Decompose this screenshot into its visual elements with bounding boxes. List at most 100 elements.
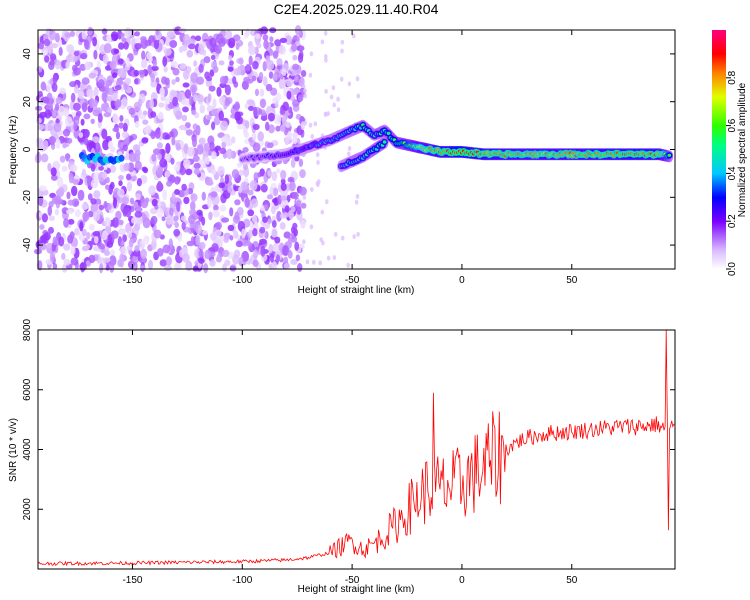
- x-tick-label: 50: [566, 275, 578, 286]
- noise-blob: [195, 124, 201, 136]
- noise-blob: [185, 168, 193, 175]
- noise-blob: [235, 240, 243, 248]
- noise-blob: [121, 37, 127, 43]
- noise-blob: [39, 111, 48, 118]
- noise-blob: [300, 70, 307, 77]
- noise-blob: [181, 221, 186, 231]
- noise-blob: [73, 67, 81, 76]
- noise-blob: [115, 131, 121, 140]
- noise-blob: [112, 72, 118, 79]
- noise-blob: [125, 222, 132, 234]
- noise-blob: [45, 243, 54, 249]
- noise-blob: [158, 102, 165, 108]
- colorbar-tick-label: 0.0: [727, 262, 738, 276]
- noise-blob: [110, 230, 119, 239]
- noise-blob: [276, 168, 281, 174]
- noise-blob: [279, 109, 286, 116]
- noise-blob: [157, 112, 164, 120]
- noise-blob: [234, 101, 240, 112]
- noise-blob: [182, 69, 190, 80]
- noise-blob: [134, 223, 141, 232]
- noise-blob: [133, 101, 141, 112]
- noise-blob: [340, 48, 344, 54]
- noise-blob: [134, 78, 139, 85]
- noise-blob: [226, 148, 233, 160]
- noise-blob: [66, 209, 73, 215]
- noise-blob: [134, 149, 141, 157]
- noise-blob: [214, 229, 222, 237]
- colorbar-gradient: [712, 30, 726, 269]
- noise-blob: [134, 211, 143, 218]
- noise-blob: [126, 181, 133, 192]
- noise-blob: [188, 38, 196, 45]
- noise-blob: [312, 259, 316, 265]
- noise-blob: [295, 254, 301, 262]
- noise-blob: [173, 215, 179, 222]
- noise-blob: [135, 193, 141, 200]
- noise-blob: [80, 52, 88, 60]
- noise-blob: [206, 180, 214, 186]
- noise-blob: [122, 208, 129, 215]
- noise-blob: [247, 241, 252, 248]
- noise-blob: [224, 97, 231, 107]
- noise-blob: [225, 138, 233, 147]
- noise-blob: [207, 197, 212, 209]
- noise-blob: [225, 30, 233, 39]
- noise-blob: [107, 140, 113, 149]
- noise-blob: [138, 69, 146, 75]
- noise-blob: [159, 87, 165, 98]
- noise-blob: [238, 186, 243, 193]
- noise-blob: [219, 82, 227, 89]
- noise-blob: [106, 34, 112, 43]
- noise-blob: [141, 50, 146, 61]
- noise-blob: [182, 106, 189, 113]
- noise-blob: [187, 146, 195, 157]
- noise-blob: [133, 50, 139, 56]
- noise-blob: [79, 262, 87, 271]
- noise-blob: [325, 199, 329, 205]
- noise-blob: [136, 178, 142, 187]
- colorbar-tick-label: 0.6: [727, 118, 738, 132]
- noise-blob: [170, 60, 178, 68]
- noise-blob: [208, 211, 213, 221]
- noise-blob: [165, 142, 171, 154]
- noise-blob: [151, 65, 159, 71]
- noise-blob: [211, 121, 216, 131]
- noise-blob: [216, 86, 222, 97]
- noise-blob: [105, 176, 110, 184]
- noise-blob: [40, 153, 49, 163]
- noise-blob: [193, 60, 198, 67]
- noise-blob: [70, 92, 76, 103]
- noise-blob: [294, 75, 299, 83]
- noise-blob: [219, 96, 226, 104]
- noise-blob: [285, 35, 293, 45]
- noise-blob: [354, 199, 359, 205]
- noise-blob: [86, 232, 91, 240]
- noise-blob: [164, 265, 172, 271]
- noise-blob: [251, 75, 257, 82]
- noise-blob: [147, 64, 152, 75]
- noise-blob: [67, 199, 75, 206]
- spectrogram-y-label: Frequency (Hz): [8, 116, 19, 185]
- noise-blob: [198, 249, 204, 258]
- noise-blob: [181, 114, 188, 122]
- noise-blob: [93, 86, 99, 98]
- noise-blob: [194, 168, 200, 176]
- noise-blob: [356, 93, 361, 99]
- noise-blob: [123, 83, 128, 91]
- noise-blob: [83, 39, 90, 50]
- noise-blob: [55, 96, 63, 105]
- noise-blob: [47, 205, 53, 216]
- noise-blob: [336, 96, 340, 102]
- noise-blob: [51, 109, 57, 118]
- noise-blob: [164, 35, 171, 47]
- noise-blob: [263, 76, 268, 87]
- noise-blob: [118, 180, 123, 187]
- noise-blob: [246, 99, 254, 105]
- noise-blob: [139, 265, 146, 271]
- noise-blob: [323, 30, 328, 36]
- noise-blob: [66, 191, 71, 200]
- noise-blob: [173, 228, 181, 237]
- noise-blob: [43, 232, 51, 241]
- noise-blob: [324, 54, 328, 59]
